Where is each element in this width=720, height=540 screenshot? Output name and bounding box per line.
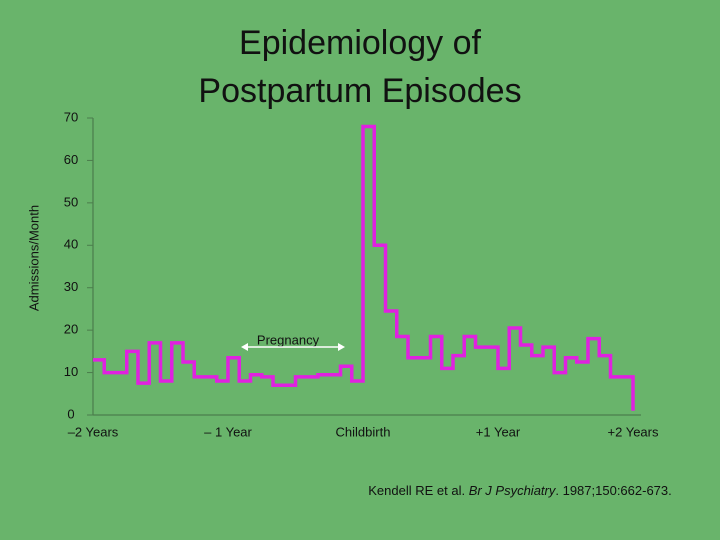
y-tick-label: 10 bbox=[64, 364, 78, 379]
chart-title: Epidemiology of bbox=[239, 24, 481, 62]
y-tick-label: 60 bbox=[64, 152, 78, 167]
annotation: Pregnancy bbox=[257, 332, 320, 347]
y-axis-label: Admissions/Month bbox=[26, 205, 41, 311]
citation-details: . 1987;150:662-673. bbox=[555, 483, 671, 498]
y-tick-label: 70 bbox=[64, 109, 78, 124]
citation: Kendell RE et al. Br J Psychiatry. 1987;… bbox=[368, 483, 672, 498]
y-tick-label: 30 bbox=[64, 279, 78, 294]
x-tick-label: –2 Years bbox=[68, 424, 119, 439]
step-line bbox=[93, 124, 635, 411]
y-tick-label: 20 bbox=[64, 322, 78, 337]
citation-authors: Kendell RE et al. bbox=[368, 483, 468, 498]
x-tick-label: +2 Years bbox=[608, 424, 659, 439]
citation-journal: Br J Psychiatry bbox=[469, 483, 557, 498]
x-tick-label: Childbirth bbox=[336, 424, 391, 439]
annotation-arrow bbox=[241, 343, 345, 351]
y-tick-label: 0 bbox=[67, 406, 74, 421]
x-tick-label: – 1 Year bbox=[204, 424, 252, 439]
y-tick-label: 40 bbox=[64, 237, 78, 252]
y-tick-label: 50 bbox=[64, 194, 78, 209]
x-tick-label: +1 Year bbox=[476, 424, 521, 439]
chart-title: Postpartum Episodes bbox=[198, 72, 521, 110]
